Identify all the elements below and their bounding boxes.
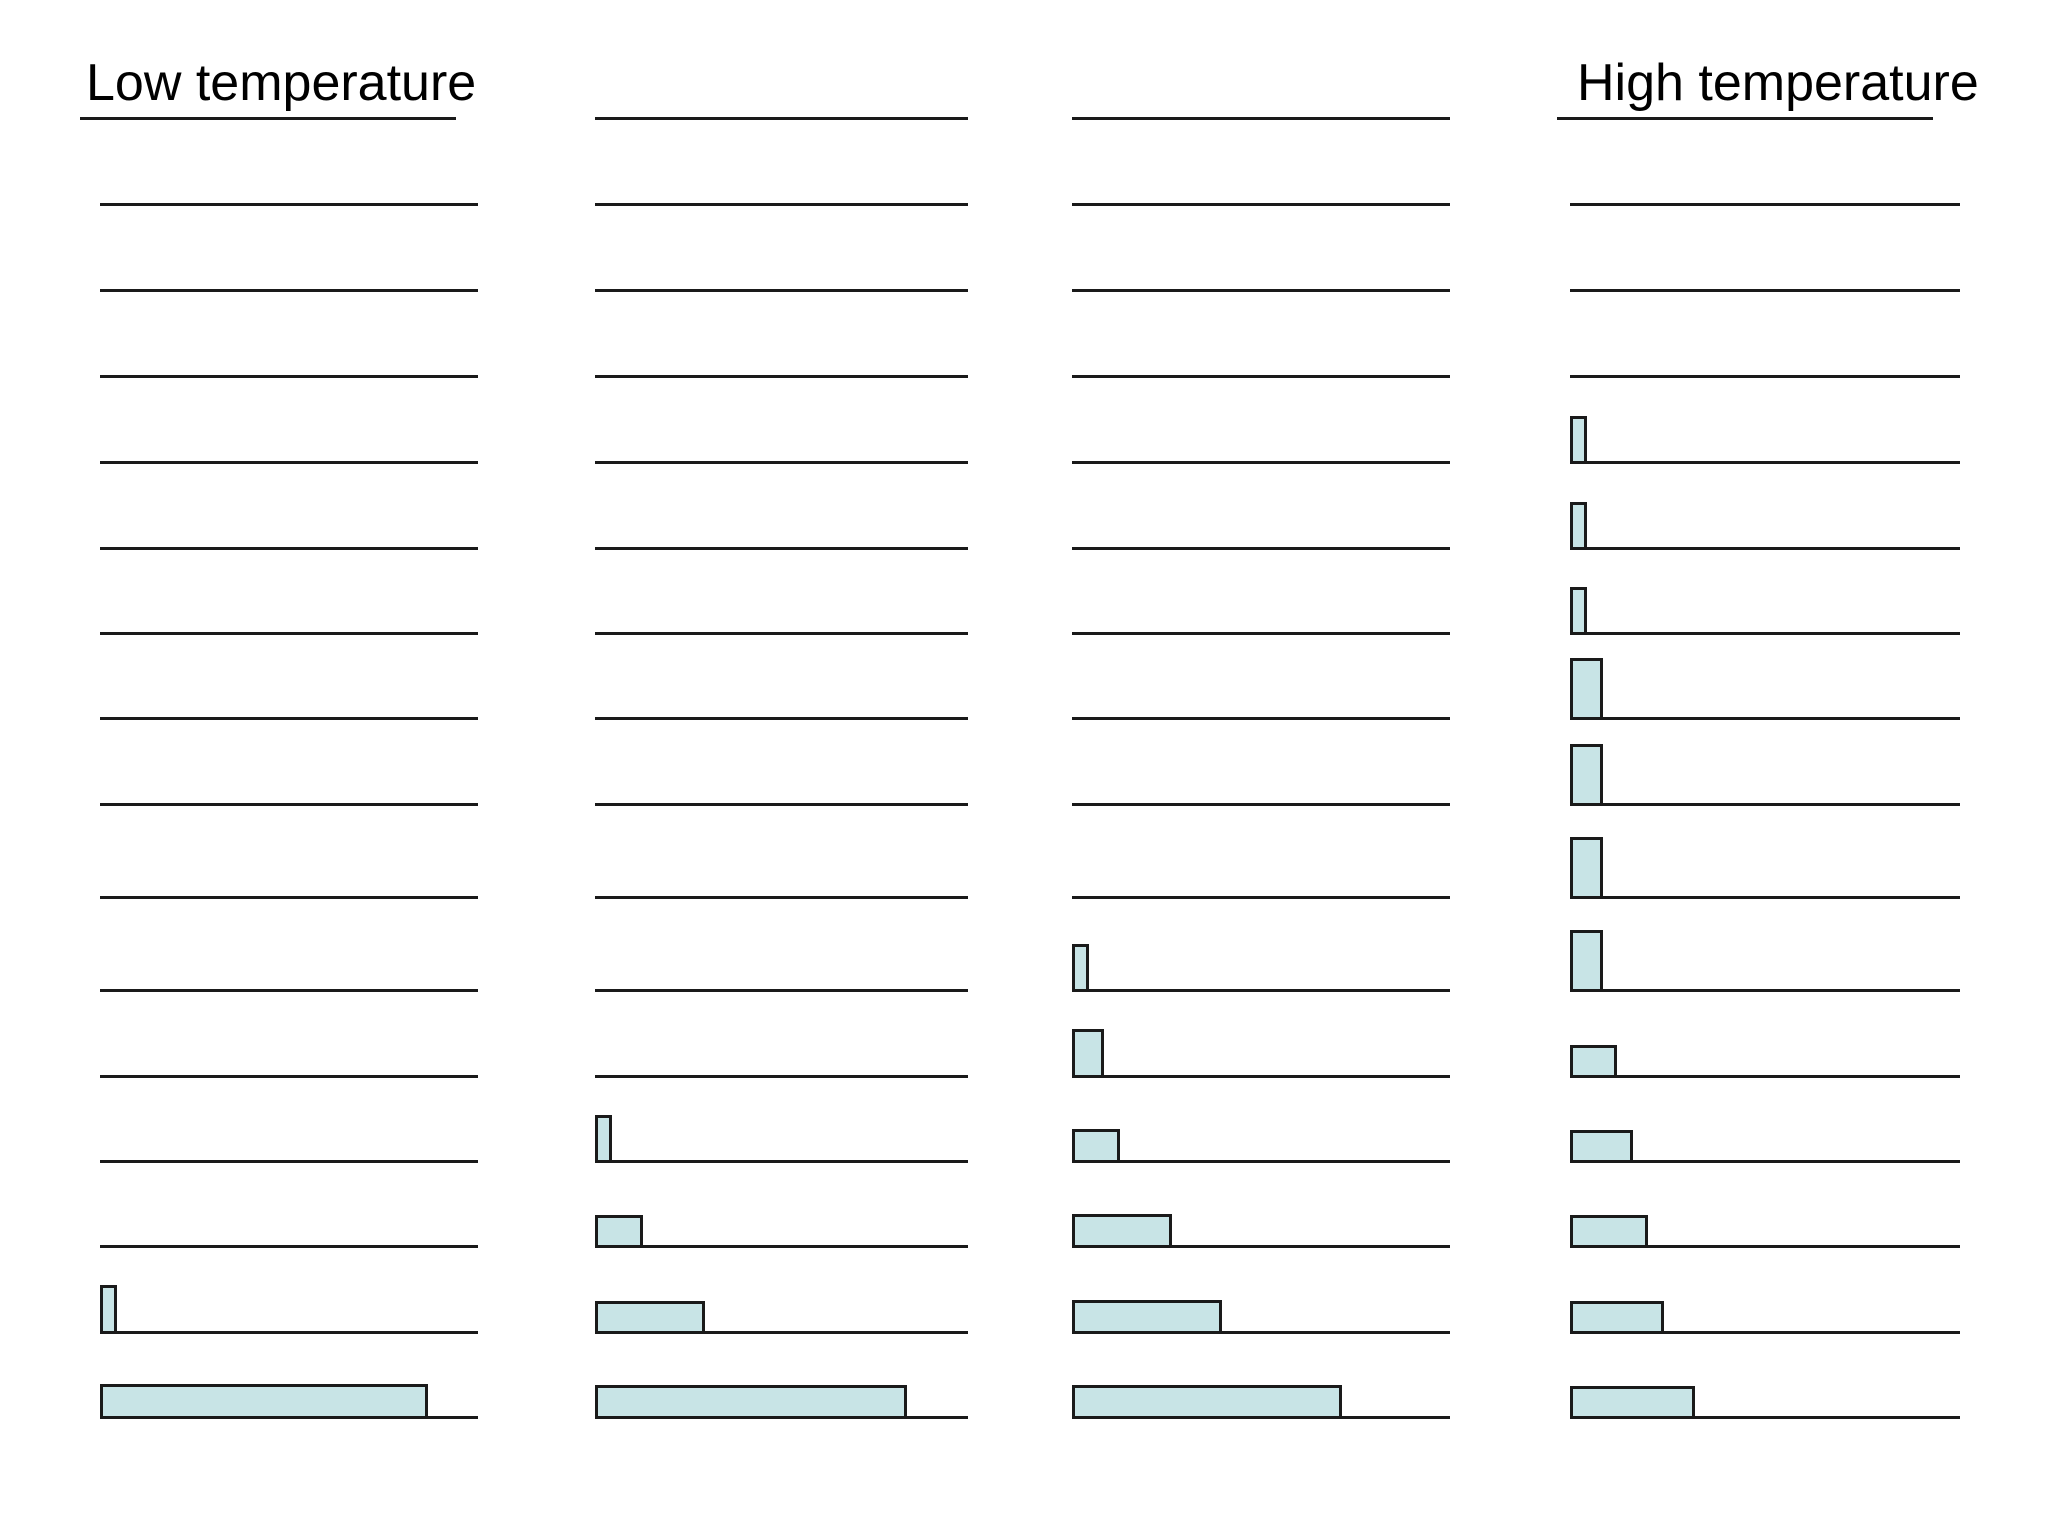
- row-line: [595, 203, 968, 206]
- row-line: [595, 1160, 968, 1163]
- row-line: [1072, 717, 1450, 720]
- row-line: [595, 803, 968, 806]
- frequency-bar: [1570, 837, 1603, 899]
- frequency-bar: [1072, 1300, 1222, 1334]
- frequency-bar: [1570, 1045, 1617, 1078]
- row-line: [1570, 203, 1960, 206]
- row-line: [1570, 1245, 1960, 1248]
- row-line: [1072, 1245, 1450, 1248]
- row-line: [100, 461, 478, 464]
- frequency-bar: [1570, 1130, 1633, 1163]
- row-line: [1570, 1416, 1960, 1419]
- row-line: [1570, 1331, 1960, 1334]
- row-line: [100, 1245, 478, 1248]
- row-line: [100, 803, 478, 806]
- row-line: [1570, 1075, 1960, 1078]
- row-line: [1072, 989, 1450, 992]
- row-line: [595, 1245, 968, 1248]
- frequency-bar: [1570, 1301, 1664, 1334]
- row-line: [100, 896, 478, 899]
- row-line: [1570, 375, 1960, 378]
- row-line: [1072, 632, 1450, 635]
- frequency-bar: [1570, 502, 1587, 550]
- row-line: [595, 896, 968, 899]
- row-line: [100, 1331, 478, 1334]
- frequency-bar: [1072, 944, 1089, 992]
- row-line: [1072, 203, 1450, 206]
- column-header-underline: [80, 117, 456, 120]
- frequency-bar: [1570, 930, 1603, 992]
- row-line: [1072, 896, 1450, 899]
- row-line: [1570, 1160, 1960, 1163]
- row-line: [1072, 803, 1450, 806]
- row-line: [595, 632, 968, 635]
- row-line: [595, 1331, 968, 1334]
- row-line: [1570, 896, 1960, 899]
- frequency-bar: [595, 1215, 643, 1248]
- row-line: [1072, 547, 1450, 550]
- row-line: [595, 375, 968, 378]
- row-line: [1570, 989, 1960, 992]
- row-line: [100, 632, 478, 635]
- row-line: [595, 717, 968, 720]
- row-line: [100, 1160, 478, 1163]
- frequency-bar: [100, 1285, 117, 1334]
- frequency-bar: [100, 1384, 428, 1419]
- row-line: [100, 547, 478, 550]
- row-line: [595, 547, 968, 550]
- row-line: [1072, 289, 1450, 292]
- frequency-bar: [1072, 1029, 1104, 1078]
- row-line: [595, 461, 968, 464]
- frequency-bar: [1570, 587, 1587, 635]
- frequency-bar: [1570, 1386, 1695, 1419]
- row-line: [1072, 1075, 1450, 1078]
- row-line: [1570, 717, 1960, 720]
- row-line: [100, 289, 478, 292]
- frequency-bar: [1072, 1214, 1172, 1248]
- row-line: [1072, 375, 1450, 378]
- frequency-bar: [1570, 744, 1603, 806]
- row-line: [1570, 461, 1960, 464]
- row-line: [100, 717, 478, 720]
- column-label-low-temperature: Low temperature: [86, 54, 477, 112]
- frequency-bar: [595, 1115, 612, 1163]
- row-line: [595, 1075, 968, 1078]
- column-header-underline: [1072, 117, 1450, 120]
- column-label-high-temperature: High temperature: [1577, 54, 1979, 112]
- row-line: [100, 1075, 478, 1078]
- row-line: [100, 375, 478, 378]
- column-header-underline: [595, 117, 968, 120]
- frequency-bar: [1570, 1215, 1648, 1248]
- row-line: [1570, 632, 1960, 635]
- row-line: [1072, 1160, 1450, 1163]
- row-line: [100, 989, 478, 992]
- row-line: [1570, 803, 1960, 806]
- column-header-underline: [1557, 117, 1933, 120]
- frequency-bar: [1570, 416, 1587, 464]
- frequency-bar: [595, 1301, 705, 1334]
- frequency-bar: [1072, 1385, 1342, 1419]
- row-line: [1570, 289, 1960, 292]
- row-line: [595, 289, 968, 292]
- row-line: [1072, 461, 1450, 464]
- frequency-bar: [1072, 1129, 1120, 1163]
- row-line: [1570, 547, 1960, 550]
- row-line: [100, 203, 478, 206]
- frequency-bar: [1570, 658, 1603, 720]
- frequency-bar: [595, 1385, 907, 1419]
- row-line: [595, 989, 968, 992]
- row-line: [1072, 1331, 1450, 1334]
